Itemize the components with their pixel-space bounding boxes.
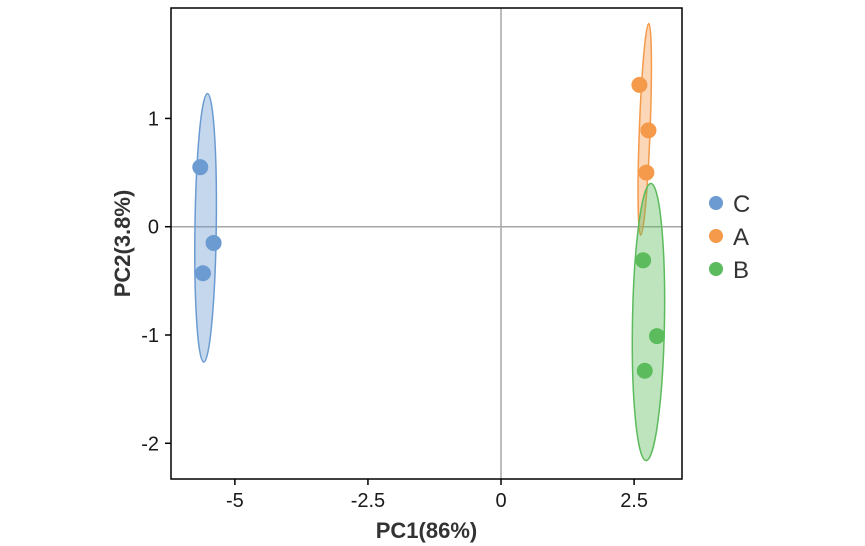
data-point-b-2 (648, 328, 665, 345)
x-tick-label: 2.5 (620, 490, 648, 512)
x-tick-label: 0 (495, 490, 506, 512)
x-tick-label: -2.5 (351, 490, 385, 512)
data-point-a-2 (640, 122, 657, 139)
data-point-c-1 (192, 159, 209, 176)
y-axis-title: PC2(3.8%) (110, 190, 135, 298)
legend-marker-a (709, 229, 723, 243)
legend: CAB (709, 191, 750, 284)
data-point-a-1 (631, 76, 648, 93)
legend-label-b: B (733, 257, 749, 284)
y-tick-label: 1 (148, 108, 159, 130)
legend-label-a: A (733, 224, 749, 251)
plot-frame (170, 7, 683, 480)
x-tick-label: -5 (226, 490, 244, 512)
data-point-c-2 (205, 234, 222, 251)
confidence-ellipse-c (194, 92, 218, 363)
legend-marker-c (709, 196, 723, 210)
axis-layer: -5 -2.5 0 2.5 -2 -1 0 1 (141, 108, 648, 512)
y-tick-label: 0 (148, 217, 159, 239)
legend-label-c: C (733, 191, 750, 218)
data-point-c-3 (194, 265, 211, 282)
data-point-a-3 (638, 164, 655, 181)
legend-marker-b (709, 262, 723, 276)
confidence-ellipse-b (631, 182, 666, 462)
data-point-b-3 (636, 362, 653, 379)
y-tick-label: -2 (141, 433, 159, 455)
x-axis-title: PC1(86%) (376, 518, 477, 543)
data-point-b-1 (635, 252, 652, 269)
plot-layer (171, 8, 682, 479)
y-tick-label: -1 (141, 325, 159, 347)
